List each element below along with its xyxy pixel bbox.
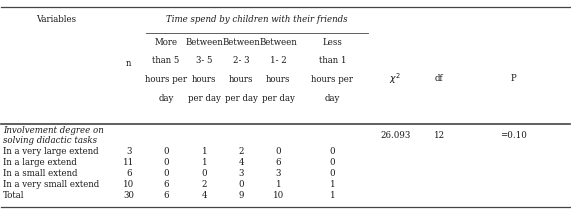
Text: 10: 10 (123, 180, 135, 189)
Text: 0: 0 (163, 158, 168, 167)
Text: 1: 1 (329, 180, 335, 189)
Text: 0: 0 (163, 169, 168, 178)
Text: 0: 0 (329, 169, 335, 178)
Text: per day: per day (188, 94, 221, 103)
Text: per day: per day (262, 94, 295, 103)
Text: 4: 4 (239, 158, 244, 167)
Text: than 5: than 5 (152, 56, 179, 65)
Text: Involvement degree on: Involvement degree on (3, 126, 104, 135)
Text: =0.10: =0.10 (500, 131, 527, 140)
Text: In a very small extend: In a very small extend (3, 180, 99, 189)
Text: Between: Between (223, 38, 260, 47)
Text: solving didactic tasks: solving didactic tasks (3, 136, 97, 145)
Text: P: P (510, 74, 516, 83)
Text: 0: 0 (239, 180, 244, 189)
Text: 1: 1 (202, 158, 207, 167)
Text: day: day (325, 94, 340, 103)
Text: hours per: hours per (312, 75, 353, 84)
Text: More: More (154, 38, 178, 47)
Text: 2- 3: 2- 3 (233, 56, 250, 65)
Text: 11: 11 (123, 158, 135, 167)
Text: Variables: Variables (36, 15, 77, 24)
Text: 1: 1 (329, 191, 335, 200)
Text: 30: 30 (123, 191, 134, 200)
Text: $\chi^2$: $\chi^2$ (389, 71, 401, 86)
Text: 6: 6 (163, 180, 168, 189)
Text: day: day (158, 94, 174, 103)
Text: 6: 6 (126, 169, 131, 178)
Text: Total: Total (3, 191, 25, 200)
Text: df: df (435, 74, 444, 83)
Text: 0: 0 (276, 147, 281, 156)
Text: hours per: hours per (145, 75, 187, 84)
Text: 1- 2: 1- 2 (270, 56, 287, 65)
Text: 0: 0 (202, 169, 207, 178)
Text: In a small extend: In a small extend (3, 169, 78, 178)
Text: 12: 12 (434, 131, 445, 140)
Text: hours: hours (192, 75, 216, 84)
Text: 3: 3 (126, 147, 131, 156)
Text: 26.093: 26.093 (380, 131, 411, 140)
Text: hours: hours (266, 75, 291, 84)
Text: 1: 1 (276, 180, 281, 189)
Text: In a large extend: In a large extend (3, 158, 77, 167)
Text: than 1: than 1 (319, 56, 346, 65)
Text: per day: per day (225, 94, 258, 103)
Text: 0: 0 (329, 158, 335, 167)
Text: 0: 0 (329, 147, 335, 156)
Text: n: n (126, 59, 131, 68)
Text: 6: 6 (163, 191, 168, 200)
Text: Less: Less (323, 38, 343, 47)
Text: Time spend by children with their friends: Time spend by children with their friend… (166, 15, 348, 24)
Text: 0: 0 (163, 147, 168, 156)
Text: 3- 5: 3- 5 (196, 56, 212, 65)
Text: 3: 3 (276, 169, 281, 178)
Text: 9: 9 (239, 191, 244, 200)
Text: Between: Between (186, 38, 223, 47)
Text: 2: 2 (202, 180, 207, 189)
Text: 10: 10 (273, 191, 284, 200)
Text: 4: 4 (202, 191, 207, 200)
Text: 1: 1 (202, 147, 207, 156)
Text: 2: 2 (239, 147, 244, 156)
Text: Between: Between (259, 38, 297, 47)
Text: In a very large extend: In a very large extend (3, 147, 99, 156)
Text: hours: hours (229, 75, 254, 84)
Text: 6: 6 (276, 158, 281, 167)
Text: 3: 3 (239, 169, 244, 178)
